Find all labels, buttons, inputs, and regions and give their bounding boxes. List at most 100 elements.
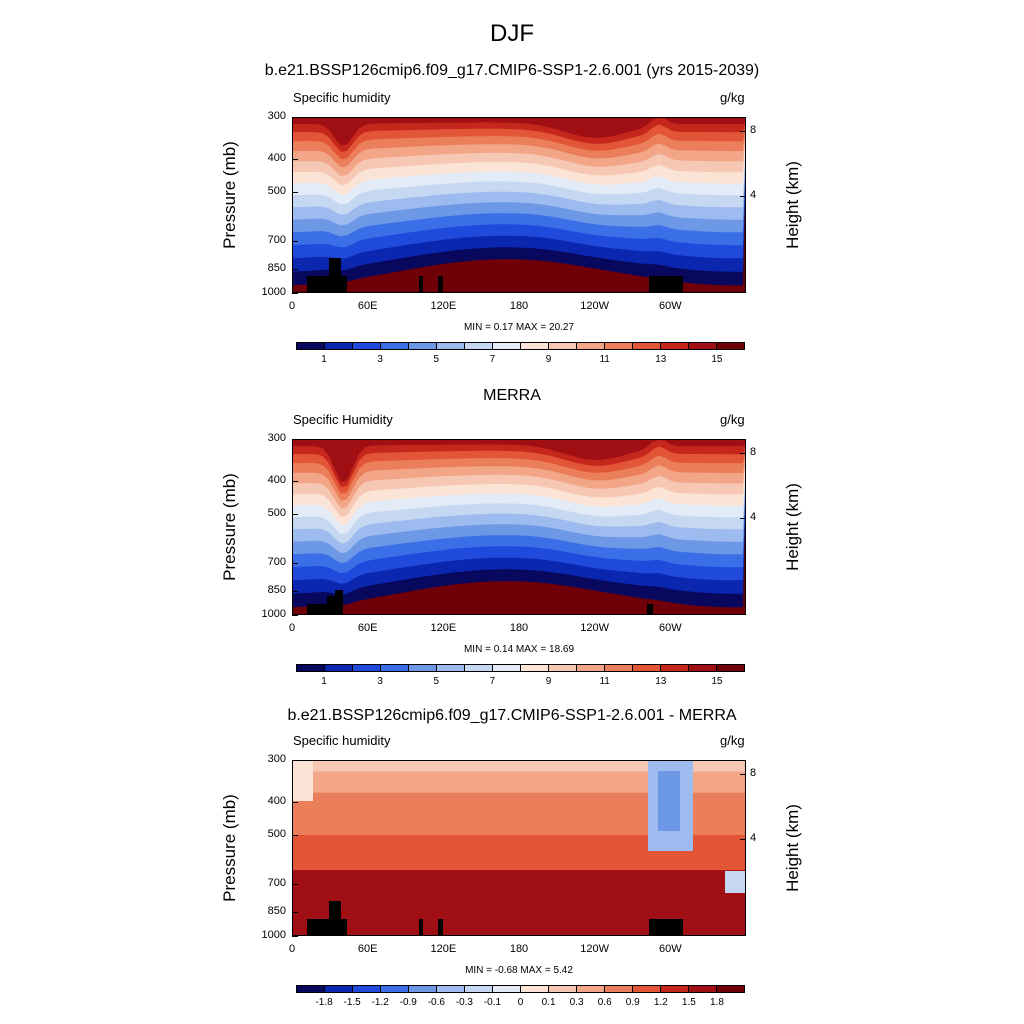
colorbar-swatch	[437, 986, 465, 992]
panel-title: b.e21.BSSP126cmip6.f09_g17.CMIP6-SSP1-2.…	[264, 62, 760, 79]
colorbar-swatch	[605, 986, 633, 992]
colorbar-label: 3	[377, 354, 383, 365]
colorbar	[296, 342, 745, 350]
colorbar-labels: 1 3 5 7 9 11 13 15	[296, 354, 745, 368]
contour-field	[292, 439, 746, 615]
y-tick-label: 700	[267, 233, 286, 246]
colorbar-swatch	[325, 665, 353, 671]
colorbar-label: 5	[433, 354, 440, 365]
colorbar-label: -1.2	[371, 997, 389, 1008]
colorbar-swatch	[549, 665, 577, 671]
y-tick-mark	[292, 912, 298, 914]
colorbar-label: 7	[489, 676, 496, 687]
colorbar-swatch	[465, 986, 493, 992]
x-tick-label: 180	[509, 943, 529, 955]
colorbar-label: 15	[711, 354, 723, 365]
panel-title: MERRA	[483, 387, 541, 404]
colorbar-swatch	[325, 343, 353, 349]
colorbar-label: -0.3	[455, 997, 473, 1008]
contour-band	[293, 761, 313, 801]
colorbar-swatch	[297, 343, 325, 349]
colorbar-label: 13	[655, 354, 667, 365]
x-tick-label: 120E	[430, 622, 457, 634]
y-tick-mark	[292, 269, 298, 271]
colorbar-swatch	[465, 343, 493, 349]
colorbar-swatch	[717, 665, 744, 671]
colorbar-label: -1.8	[315, 997, 333, 1008]
y-tick-label: 500	[267, 184, 286, 197]
colorbar-swatch	[633, 343, 661, 349]
y-tick-mark	[292, 615, 298, 616]
variable-label: Specific humidity	[293, 90, 391, 105]
colorbar-swatch	[437, 665, 465, 671]
colorbar-swatch	[577, 343, 605, 349]
y2-axis-title: Height (km)	[783, 161, 802, 249]
y-tick-label: 700	[267, 876, 286, 889]
x-tick-label: 60W	[659, 622, 682, 634]
colorbar-swatch	[353, 986, 381, 992]
x-tick-label: 0	[288, 300, 296, 312]
min-max: MIN = 0.14 MAX = 18.69	[463, 644, 575, 655]
y2-tick-label: 4	[750, 511, 757, 524]
y2-tick-label: 8	[750, 446, 757, 459]
y-tick-label: 850	[267, 905, 286, 918]
y2-tick-label: 4	[750, 832, 757, 845]
orography-mask	[649, 276, 683, 292]
x-tick-label: 120W	[580, 943, 610, 955]
y-tick-mark	[292, 159, 298, 161]
x-tick-label: 120W	[580, 622, 610, 634]
colorbar-label: 0.3	[569, 997, 584, 1008]
x-tick-label: 60W	[659, 943, 682, 955]
orography-mask	[329, 258, 341, 292]
y-tick-mark	[292, 481, 298, 483]
x-tick-label: 0	[288, 943, 296, 955]
y-tick-mark	[292, 883, 298, 885]
colorbar-label: 11	[599, 354, 610, 365]
colorbar-swatch	[465, 665, 493, 671]
units-label: g/kg	[720, 733, 745, 748]
colorbar-label: 9	[545, 676, 552, 687]
colorbar-swatch	[717, 986, 744, 992]
colorbar-label: 7	[489, 354, 496, 365]
y-tick-mark	[292, 117, 298, 118]
y-tick-mark	[292, 760, 298, 761]
y2-tick-mark	[740, 131, 746, 133]
y-axis-title: Pressure (mb)	[220, 141, 239, 249]
colorbar-swatch	[605, 343, 633, 349]
panel-title: b.e21.BSSP126cmip6.f09_g17.CMIP6-SSP1-2.…	[287, 707, 737, 724]
orography-mask	[438, 919, 443, 935]
y2-tick-mark	[740, 839, 746, 841]
colorbar-swatch	[437, 343, 465, 349]
orography-mask	[327, 596, 337, 614]
min-max: MIN = 0.17 MAX = 20.27	[463, 322, 575, 333]
colorbar-swatch	[549, 986, 577, 992]
colorbar-label: 0.6	[597, 997, 612, 1008]
y-tick-label: 700	[267, 555, 286, 568]
colorbar-swatch	[521, 986, 549, 992]
colorbar-label: 3	[377, 676, 383, 687]
colorbar-label: 0.9	[625, 997, 640, 1008]
colorbar-swatch	[353, 343, 381, 349]
colorbar-swatch	[577, 665, 605, 671]
variable-label: Specific humidity	[293, 733, 391, 748]
colorbar-swatch	[689, 986, 717, 992]
y-tick-label: 1000	[261, 929, 286, 941]
colorbar-swatch	[605, 665, 633, 671]
contour-band	[293, 761, 745, 772]
colorbar-label: -0.6	[427, 997, 445, 1008]
colorbar-label: 1.5	[681, 997, 696, 1008]
colorbar-label: 9	[545, 354, 552, 365]
colorbar-swatch	[409, 343, 437, 349]
y-tick-label: 300	[267, 432, 286, 444]
colorbar-swatch	[717, 343, 744, 349]
colorbar-swatch	[689, 343, 717, 349]
orography-mask	[419, 919, 423, 935]
orography-mask	[307, 604, 341, 614]
colorbar	[296, 664, 745, 672]
y2-axis-title: Height (km)	[783, 804, 802, 892]
min-max: MIN = -0.68 MAX = 5.42	[465, 965, 573, 976]
x-tick-label: 120E	[430, 943, 457, 955]
colorbar-swatch	[493, 665, 521, 671]
y-tick-mark	[292, 439, 298, 440]
y-tick-label: 300	[267, 110, 286, 122]
